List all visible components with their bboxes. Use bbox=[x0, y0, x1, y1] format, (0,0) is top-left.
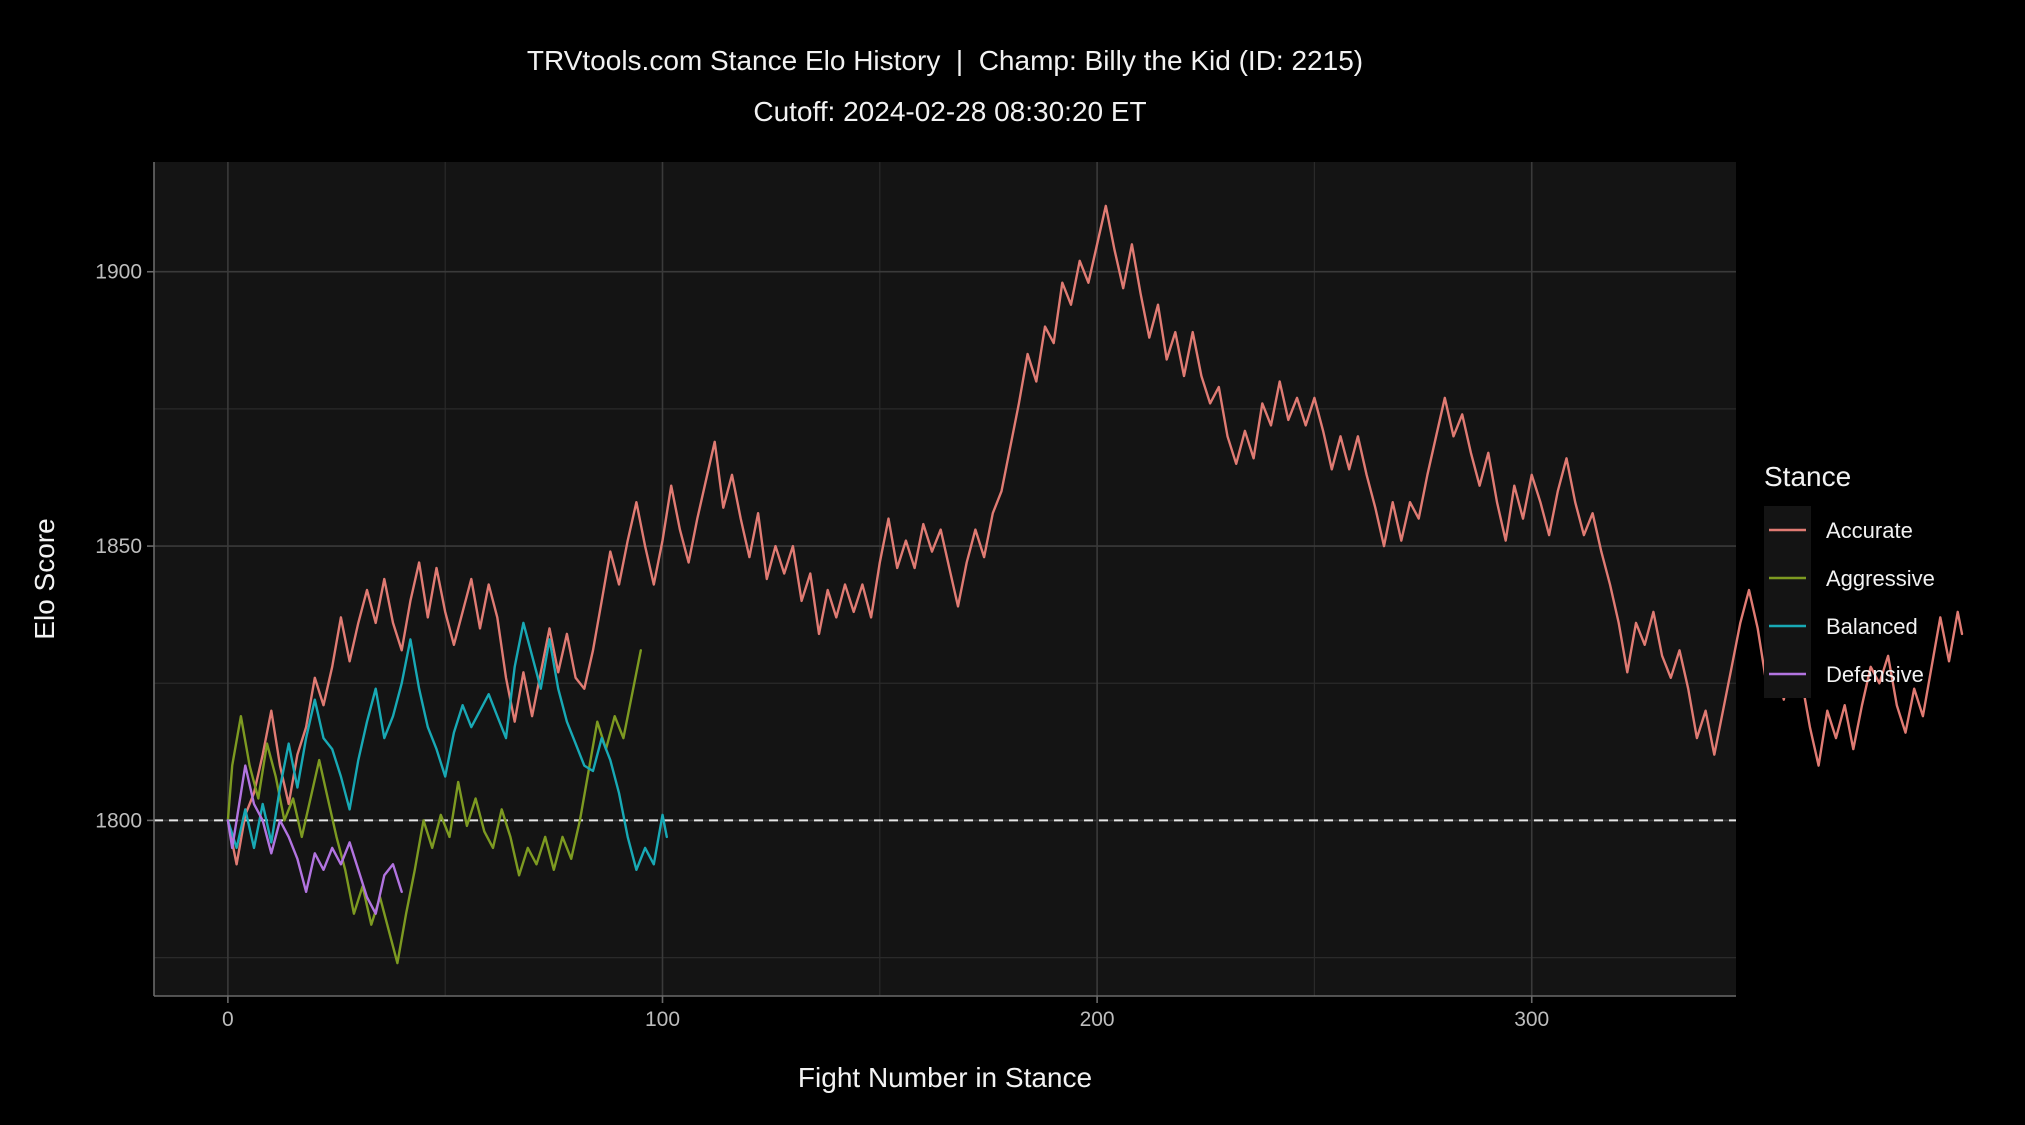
chart-subtitle: Cutoff: 2024-02-28 08:30:20 ET bbox=[753, 96, 1146, 127]
legend: Stance Accurate Aggressive Balanced Defensi… bbox=[1764, 461, 1935, 698]
series-lines bbox=[226, 204, 1964, 965]
series-line-accurate bbox=[226, 204, 1964, 866]
y-tick-label: 1850 bbox=[95, 535, 142, 558]
x-axis-title: Fight Number in Stance bbox=[798, 1062, 1092, 1093]
legend-key-background bbox=[1764, 506, 1811, 698]
x-tick-label: 100 bbox=[645, 1008, 680, 1031]
x-tick-label: 300 bbox=[1514, 1008, 1549, 1031]
x-tick-label: 200 bbox=[1080, 1008, 1115, 1031]
y-tick-label: 1800 bbox=[95, 809, 142, 832]
grid-lines bbox=[154, 162, 1736, 996]
legend-title: Stance bbox=[1764, 461, 1851, 492]
axes: 0 100 200 300 1800 1850 1900 bbox=[95, 162, 1736, 1031]
legend-label-aggressive: Aggressive bbox=[1826, 566, 1935, 591]
series-line-balanced bbox=[226, 621, 668, 871]
legend-label-balanced: Balanced bbox=[1826, 614, 1918, 639]
legend-label-defensive: Defensive bbox=[1826, 662, 1924, 687]
y-tick-label: 1900 bbox=[95, 261, 142, 284]
legend-items: Accurate Aggressive Balanced Defensive bbox=[1769, 518, 1935, 687]
series-line-aggressive bbox=[226, 649, 642, 965]
chart-title: TRVtools.com Stance Elo History | Champ:… bbox=[527, 45, 1363, 76]
series-line-defensive bbox=[226, 764, 403, 915]
legend-label-accurate: Accurate bbox=[1826, 518, 1913, 543]
x-tick-label: 0 bbox=[222, 1008, 234, 1031]
plot-panel bbox=[154, 162, 1736, 996]
y-axis-title: Elo Score bbox=[29, 518, 60, 639]
